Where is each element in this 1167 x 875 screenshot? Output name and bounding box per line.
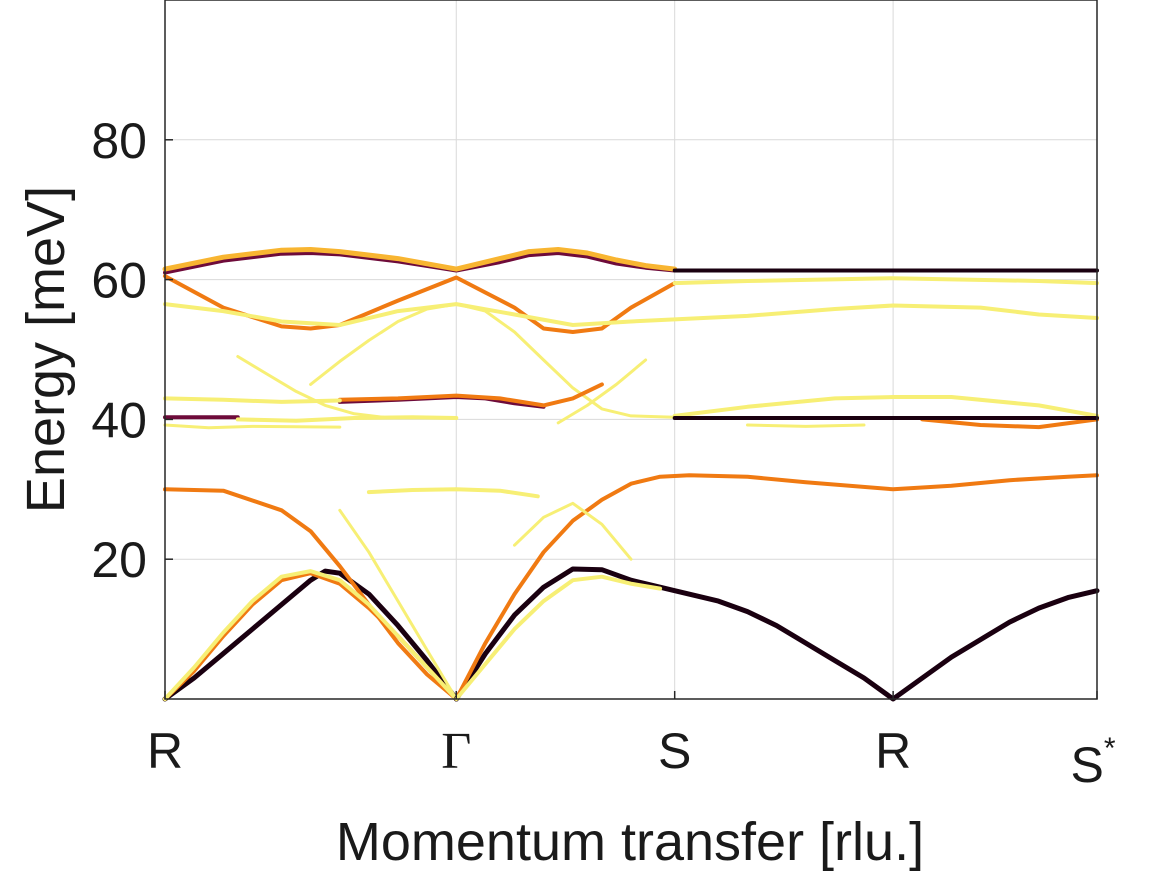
series-line-11 [162,247,678,272]
series-line-3 [163,569,459,701]
series-line-16 [309,302,677,419]
series-line-14 [163,302,1099,327]
x-tick-label: Γ [441,723,471,780]
series-line-2 [163,487,459,701]
series-line-0 [162,568,459,702]
series-line-27 [163,423,342,430]
y-axis-title: Energy [meV] [16,186,76,513]
grid [164,0,1098,699]
series-line-1 [163,571,459,701]
x-axis-title: Momentum transfer [rlu.] [336,812,924,872]
series-line-5 [366,487,540,499]
series-line-6 [453,566,1100,702]
series-line-26 [235,415,459,423]
series-line-9 [513,501,633,561]
series-line-7 [454,473,1099,701]
series-line-23 [920,417,1099,430]
x-tick-label: R [875,723,911,779]
x-tick-labels: R Γ S R S* [147,691,1116,793]
series-line-15 [672,276,1099,286]
y-tick-label: 20 [91,532,147,588]
dispersion-series [162,247,1100,702]
series-line-4 [338,508,458,701]
series-line-22 [672,395,1099,418]
series-line-8 [454,574,663,701]
x-tick-label: S [658,723,691,779]
y-tick-label: 60 [91,253,147,309]
y-tick-labels: 20 40 60 80 [91,113,173,588]
y-tick-label: 40 [91,392,147,448]
x-tick-superscript: * [1104,732,1116,765]
x-tick-label: S* [1070,732,1115,793]
series-line-28 [746,423,866,428]
series-line-13 [163,274,677,334]
series-line-18 [556,358,648,425]
x-tick-label: R [147,723,183,779]
series-line-20 [337,382,604,408]
series-line-17 [236,355,385,419]
y-tick-label: 80 [91,113,147,169]
series-line-21 [163,396,342,404]
plot-frame [164,0,1098,700]
